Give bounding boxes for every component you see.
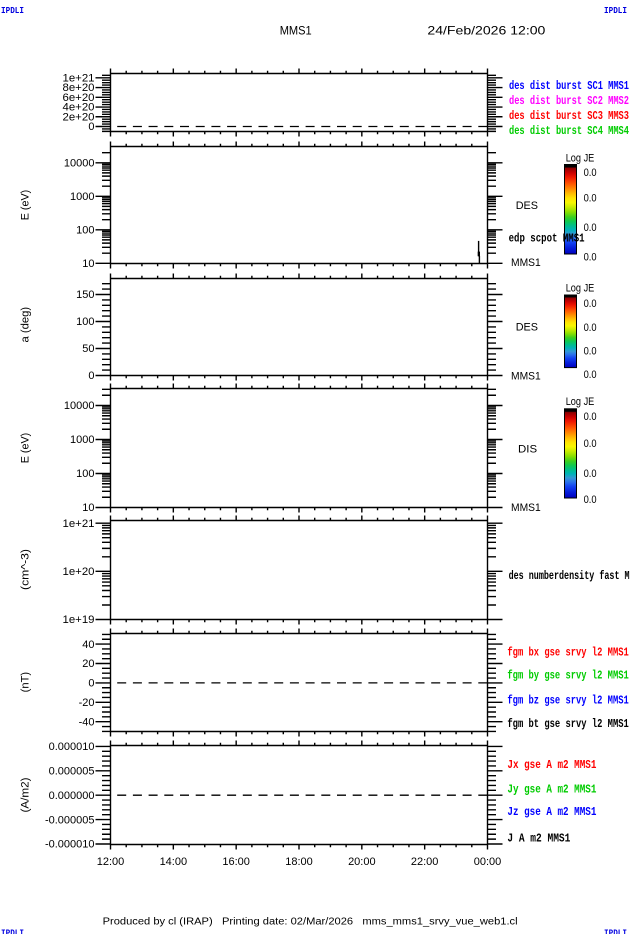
svg-text:1e+20: 1e+20 — [63, 566, 95, 578]
svg-text:DIS: DIS — [518, 444, 537, 456]
svg-text:Log JE: Log JE — [566, 152, 595, 164]
svg-text:00:00: 00:00 — [474, 856, 502, 868]
svg-text:0.0: 0.0 — [584, 369, 597, 381]
svg-text:1e+19: 1e+19 — [63, 614, 95, 626]
svg-text:IPDLI: IPDLI — [604, 929, 627, 934]
svg-text:0.0: 0.0 — [584, 438, 597, 450]
svg-text:1e+21: 1e+21 — [63, 518, 95, 530]
svg-text:DES: DES — [516, 200, 538, 212]
svg-text:IPDLI: IPDLI — [1, 929, 24, 934]
svg-text:8e+20: 8e+20 — [63, 82, 95, 94]
svg-text:6e+20: 6e+20 — [63, 92, 95, 104]
svg-text:IPDLI: IPDLI — [604, 6, 627, 16]
svg-text:100: 100 — [76, 225, 94, 237]
svg-text:Log JE: Log JE — [566, 282, 595, 294]
svg-text:Produced by cl (IRAP) Printi: Produced by cl (IRAP) Printing date: 02/… — [103, 916, 518, 927]
svg-text:-0.000010: -0.000010 — [45, 839, 95, 851]
svg-text:(nT): (nT) — [20, 672, 32, 693]
svg-text:0: 0 — [88, 678, 94, 690]
svg-text:0.000005: 0.000005 — [49, 766, 95, 778]
svg-text:0.0: 0.0 — [584, 468, 597, 480]
svg-text:0.000000: 0.000000 — [49, 790, 95, 802]
svg-text:0.0: 0.0 — [584, 345, 597, 357]
svg-text:edp scpot MMS1: edp scpot MMS1 — [509, 232, 585, 245]
svg-text:0.0: 0.0 — [584, 411, 597, 423]
svg-text:100: 100 — [76, 316, 94, 328]
svg-text:20:00: 20:00 — [348, 856, 376, 868]
svg-text:fgm bx gse srvy l2 MMS1: fgm bx gse srvy l2 MMS1 — [507, 647, 628, 660]
svg-text:(cm^-3): (cm^-3) — [20, 549, 32, 590]
svg-text:fgm by gse srvy l2 MMS1: fgm by gse srvy l2 MMS1 — [507, 669, 628, 682]
svg-text:Jy gse A m2 MMS1: Jy gse A m2 MMS1 — [507, 784, 596, 797]
svg-text:a (deg): a (deg) — [20, 307, 32, 343]
svg-text:DES: DES — [516, 322, 538, 334]
svg-text:-20: -20 — [79, 697, 95, 709]
svg-text:des dist burst SC1 MMS1: des dist burst SC1 MMS1 — [509, 80, 629, 93]
svg-text:0.0: 0.0 — [584, 167, 597, 179]
svg-text:0: 0 — [88, 370, 94, 382]
svg-text:0.0: 0.0 — [584, 494, 597, 506]
svg-text:Jz gse A m2 MMS1: Jz gse A m2 MMS1 — [507, 806, 596, 819]
svg-text:des dist burst SC3 MMS3: des dist burst SC3 MMS3 — [509, 110, 629, 123]
svg-text:0.0: 0.0 — [584, 322, 597, 334]
svg-text:fgm bt gse srvy l2 MMS1: fgm bt gse srvy l2 MMS1 — [507, 718, 628, 731]
svg-text:MMS1: MMS1 — [511, 370, 541, 382]
svg-text:E (eV): E (eV) — [20, 190, 32, 220]
svg-text:-40: -40 — [79, 716, 95, 728]
svg-text:des dist burst SC4 MMS4: des dist burst SC4 MMS4 — [509, 125, 629, 138]
svg-text:MMS1: MMS1 — [280, 24, 312, 38]
svg-text:40: 40 — [82, 639, 94, 651]
svg-text:1000: 1000 — [70, 191, 94, 203]
svg-text:10000: 10000 — [64, 158, 95, 170]
svg-text:-0.000005: -0.000005 — [45, 814, 95, 826]
svg-text:50: 50 — [82, 343, 94, 355]
svg-text:20: 20 — [82, 658, 94, 670]
svg-text:MMS1: MMS1 — [511, 257, 541, 269]
svg-text:0.0: 0.0 — [584, 251, 597, 263]
svg-text:(A/m2): (A/m2) — [20, 778, 32, 813]
svg-text:22:00: 22:00 — [411, 856, 439, 868]
svg-text:des numberdensity fast M: des numberdensity fast M — [509, 570, 630, 583]
svg-text:100: 100 — [76, 468, 94, 480]
svg-text:150: 150 — [76, 289, 94, 301]
svg-text:10: 10 — [82, 502, 94, 514]
svg-text:12:00: 12:00 — [97, 856, 125, 868]
svg-text:10: 10 — [82, 258, 94, 270]
svg-text:16:00: 16:00 — [222, 856, 250, 868]
svg-text:des dist burst SC2 MMS2: des dist burst SC2 MMS2 — [509, 95, 629, 108]
svg-text:E (eV): E (eV) — [20, 433, 32, 463]
svg-text:J A m2 MMS1: J A m2 MMS1 — [507, 832, 570, 845]
svg-text:1e+21: 1e+21 — [63, 73, 95, 85]
svg-text:fgm bz gse srvy l2 MMS1: fgm bz gse srvy l2 MMS1 — [507, 694, 628, 707]
svg-text:1000: 1000 — [70, 434, 94, 446]
svg-text:Jx gse A m2 MMS1: Jx gse A m2 MMS1 — [507, 759, 596, 772]
svg-text:0.0: 0.0 — [584, 222, 597, 234]
svg-text:0.000010: 0.000010 — [49, 741, 95, 753]
svg-text:4e+20: 4e+20 — [63, 102, 95, 114]
svg-text:10000: 10000 — [64, 400, 95, 412]
svg-text:14:00: 14:00 — [160, 856, 188, 868]
svg-text:24/Feb/2026 12:00: 24/Feb/2026 12:00 — [427, 24, 545, 38]
svg-text:MMS1: MMS1 — [511, 502, 541, 514]
svg-text:IPDLI: IPDLI — [1, 6, 24, 16]
svg-text:Log JE: Log JE — [566, 396, 595, 408]
svg-text:2e+20: 2e+20 — [63, 111, 95, 123]
svg-text:0.0: 0.0 — [584, 192, 597, 204]
svg-text:0.0: 0.0 — [584, 298, 597, 310]
svg-text:0: 0 — [88, 121, 94, 133]
svg-text:18:00: 18:00 — [285, 856, 313, 868]
